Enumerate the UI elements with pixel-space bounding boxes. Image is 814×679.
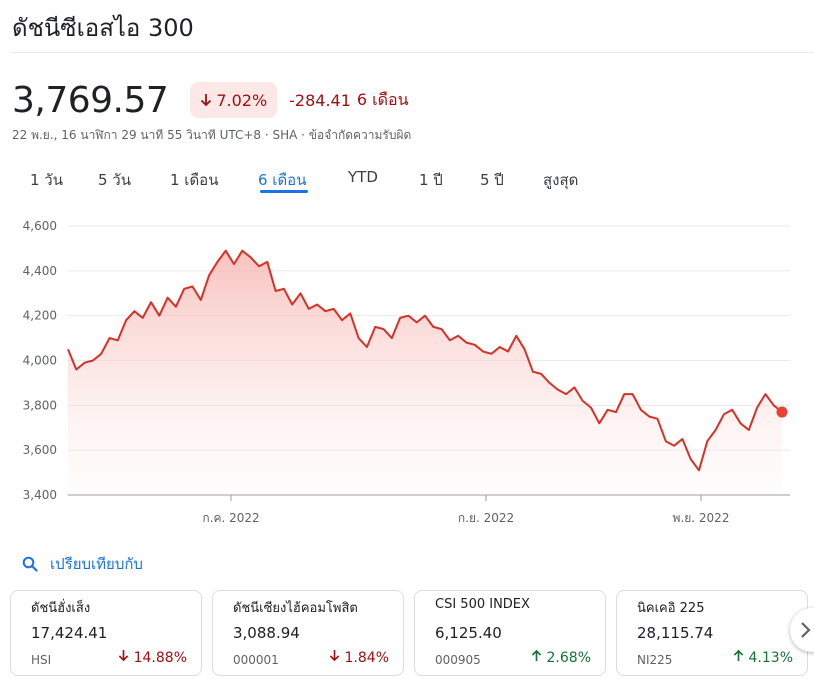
tab-5-years[interactable]: 5 ปี (480, 171, 504, 189)
compare-card-hsi[interactable]: ดัชนีฮั่งเส็ง 17,424.41 HSI 14.88% (10, 590, 202, 676)
card-change: 1.84% (329, 649, 389, 666)
arrow-down-icon (329, 650, 340, 662)
tab-6-months[interactable]: 6 เดือน (258, 171, 307, 189)
chevron-right-icon (801, 622, 811, 638)
change-absolute: -284.41 (289, 90, 351, 110)
y-tick-label: 4,200 (23, 309, 57, 323)
card-change-value: 4.13% (748, 650, 793, 666)
compare-card-csi500[interactable]: CSI 500 INDEX 6,125.40 000905 2.68% (414, 590, 606, 676)
tab-max[interactable]: สูงสุด (543, 171, 579, 189)
card-change-value: 2.68% (546, 650, 591, 666)
arrow-down-icon (118, 650, 129, 662)
y-tick-label: 4,600 (23, 219, 57, 233)
price-chart[interactable]: 4,600 4,400 4,200 4,000 3,800 3,600 3,400 ก.ค.… (0, 210, 814, 530)
card-change: 2.68% (531, 649, 591, 666)
current-price: 3,769.57 (12, 79, 169, 121)
tab-ytd[interactable]: YTD (348, 168, 378, 186)
quote-meta: 22 พ.ย., 16 นาฬิกา 29 นาที 55 วินาที UTC… (12, 128, 412, 142)
y-tick-label: 3,800 (23, 398, 57, 412)
price-row: 3,769.57 7.02% -284.41 6 เดือน (12, 78, 409, 122)
last-price-marker (776, 406, 788, 418)
card-ticker: 000001 (233, 653, 279, 667)
change-period: 6 เดือน (356, 89, 409, 109)
tab-5-days[interactable]: 5 วัน (98, 171, 131, 189)
x-tick-label: พ.ย. 2022 (673, 511, 730, 525)
tab-1-year[interactable]: 1 ปี (419, 171, 443, 189)
active-tab-indicator (260, 190, 308, 193)
card-price: 17,424.41 (31, 624, 108, 642)
change-percent-badge: 7.02% (190, 82, 278, 118)
card-ticker: HSI (31, 653, 52, 667)
search-icon (22, 556, 38, 572)
page-title: ดัชนีซีเอสไอ 300 (12, 14, 194, 42)
card-ticker: 000905 (435, 653, 481, 667)
compare-card-nikkei[interactable]: นิคเคอิ 225 28,115.74 NI225 4.13% (616, 590, 808, 676)
card-name: ดัชนีเซียงไฮ้คอมโพสิต (233, 601, 358, 616)
compare-label: เปรียบเทียบกับ (50, 555, 143, 573)
change-percent: 7.02% (216, 90, 268, 110)
arrow-down-icon (201, 94, 212, 107)
tab-1-day[interactable]: 1 วัน (30, 171, 63, 189)
x-tick-label: ก.ค. 2022 (202, 511, 259, 525)
card-price: 28,115.74 (637, 624, 714, 642)
compare-card-shcomp[interactable]: ดัชนีเซียงไฮ้คอมโพสิต 3,088.94 000001 1.… (212, 590, 404, 676)
card-price: 3,088.94 (233, 624, 300, 642)
card-change: 4.13% (733, 649, 793, 666)
x-tick-label: ก.ย. 2022 (458, 511, 514, 525)
y-tick-label: 4,000 (23, 354, 57, 368)
tab-1-month[interactable]: 1 เดือน (170, 171, 219, 189)
card-change-value: 1.84% (344, 650, 389, 666)
y-tick-label: 4,400 (23, 264, 57, 278)
card-change-value: 14.88% (133, 650, 187, 666)
arrow-up-icon (733, 649, 744, 661)
card-name: นิคเคอิ 225 (637, 601, 705, 616)
card-ticker: NI225 (637, 653, 673, 667)
card-price: 6,125.40 (435, 624, 502, 642)
card-change: 14.88% (118, 649, 187, 666)
card-name: ดัชนีฮั่งเส็ง (31, 601, 91, 616)
header-divider (12, 52, 814, 53)
y-tick-label: 3,600 (23, 443, 57, 457)
arrow-up-icon (531, 649, 542, 661)
compare-link[interactable]: เปรียบเทียบกับ (22, 552, 143, 576)
y-tick-label: 3,400 (23, 488, 57, 502)
card-name: CSI 500 INDEX (435, 597, 530, 612)
price-area (68, 250, 782, 495)
price-line (67, 249, 783, 472)
